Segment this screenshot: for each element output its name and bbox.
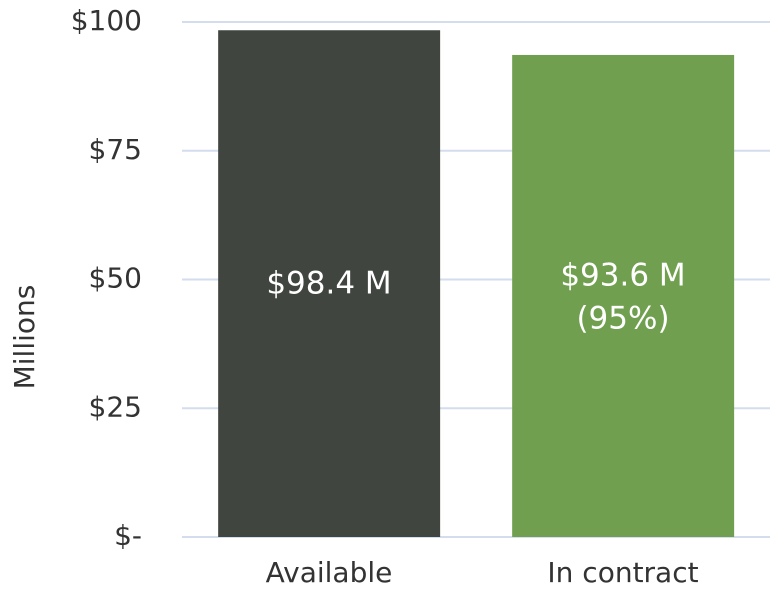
- x-tick-label: Available: [266, 556, 393, 589]
- value-label: $98.4 M: [266, 266, 391, 302]
- y-tick-label: $50: [89, 262, 142, 295]
- y-tick-label: $25: [89, 390, 142, 423]
- bar: [512, 54, 735, 538]
- y-tick-label: $100: [71, 4, 142, 37]
- value-label: (95%): [576, 301, 669, 337]
- bar: [218, 30, 441, 538]
- x-tick-label: In contract: [547, 556, 698, 589]
- value-label: $93.6 M: [560, 258, 685, 294]
- y-axis-label: Millions: [8, 285, 41, 390]
- y-tick-label: $75: [89, 133, 142, 166]
- y-tick-label: $-: [114, 519, 142, 552]
